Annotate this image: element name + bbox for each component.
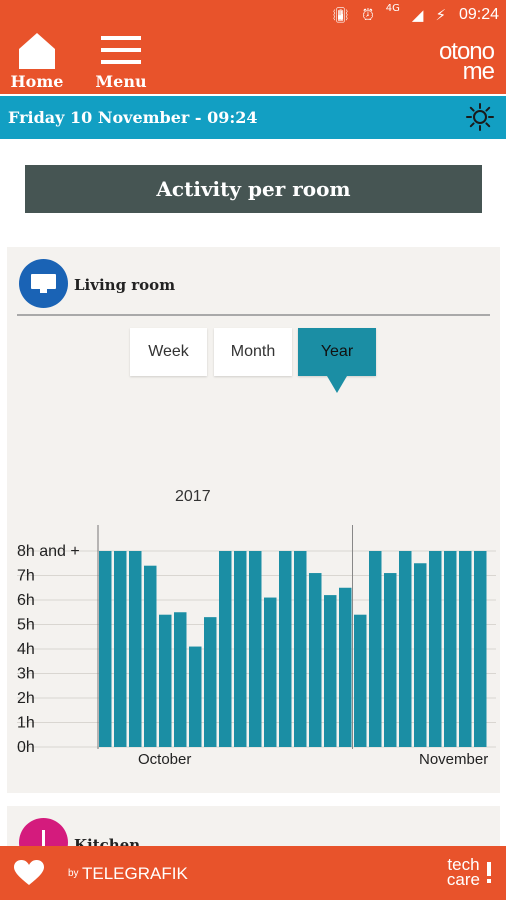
footer-by: by: [68, 868, 79, 879]
bar: [279, 551, 292, 747]
bar: [204, 617, 217, 747]
y-tick-label: 1h: [17, 715, 35, 732]
status-icons: 📳︎ ⏰︎ 4G ◢ ⚡︎: [331, 3, 446, 24]
bar: [99, 551, 112, 747]
home-label: Home: [10, 72, 64, 91]
bar: [264, 597, 277, 747]
bar: [354, 614, 367, 747]
room-card-living: Living room Week Month Year 2017 0h 1h 2h 3…: [7, 247, 500, 793]
page-title: Activity per room: [25, 165, 482, 213]
menu-button[interactable]: Menu: [94, 32, 148, 94]
bar: [219, 551, 232, 747]
bar: [324, 595, 337, 747]
bar: [339, 587, 352, 747]
x-month-label: November: [419, 751, 488, 768]
y-tick-label: 0h: [17, 739, 35, 756]
current-date: Friday 10 November - 09:24: [8, 108, 258, 127]
monitor-icon: [31, 274, 56, 293]
y-tick-label: 6h: [17, 592, 35, 609]
y-tick-label: 7h: [17, 568, 35, 585]
bar: [399, 551, 412, 747]
sun-icon[interactable]: [466, 103, 494, 131]
date-bar: Friday 10 November - 09:24: [0, 96, 506, 139]
brand-line1: otono: [438, 38, 495, 65]
network-indicator: 4G: [385, 3, 400, 14]
footer-company: TELEGRAFIK: [82, 864, 188, 883]
period-week-button[interactable]: Week: [130, 328, 207, 376]
bar: [444, 551, 457, 747]
y-tick-label: 2h: [17, 690, 35, 707]
bar: [294, 551, 307, 747]
chart-year-label: 2017: [175, 488, 211, 505]
bar: [384, 573, 397, 747]
bar: [174, 612, 187, 747]
brand-line2: me: [462, 58, 495, 85]
home-icon: [19, 33, 55, 69]
room-name-living: Living room: [74, 276, 176, 294]
period-month-button[interactable]: Month: [214, 328, 292, 376]
bar: [474, 551, 487, 747]
bar: [249, 551, 262, 747]
bar: [114, 551, 127, 747]
brand-logo: otono me: [438, 38, 495, 85]
signal-icon: ◢: [411, 6, 424, 24]
bar: [369, 551, 382, 747]
footer-product-line2: care: [446, 870, 480, 889]
selected-period-pointer: [327, 376, 347, 393]
room-icon-living: [19, 259, 68, 308]
y-tick-label: 3h: [17, 666, 35, 683]
bar: [309, 573, 322, 747]
bar: [459, 551, 472, 747]
home-button[interactable]: Home: [8, 32, 66, 94]
alarm-icon: ⏰︎: [362, 6, 374, 24]
bar: [429, 551, 442, 747]
hamburger-icon: [101, 36, 141, 64]
y-tick-label: 8h and +: [17, 543, 80, 560]
status-time: 09:24: [458, 6, 499, 23]
period-year-button[interactable]: Year: [298, 328, 376, 376]
room-divider: [17, 314, 490, 316]
vibrate-icon: 📳︎: [331, 6, 351, 24]
y-tick-label: 5h: [17, 617, 35, 634]
bar: [129, 551, 142, 747]
x-month-label: October: [138, 751, 191, 768]
bar: [414, 563, 427, 747]
status-bar: 📳︎ ⏰︎ 4G ◢ ⚡︎ 09:24: [0, 0, 506, 32]
footer-product-line1: tech: [447, 855, 480, 874]
bar: [144, 565, 157, 747]
exclamation-icon: [487, 862, 491, 883]
battery-charging-icon: ⚡︎: [435, 6, 446, 24]
heart-icon: [14, 860, 44, 885]
app-header: Home Menu otono me: [0, 32, 506, 94]
footer-bar: by TELEGRAFIK tech care: [0, 846, 506, 900]
activity-chart: 0h 1h 2h 3h 4h 5h 6h 7h 8h and + October November: [17, 525, 496, 768]
bar: [234, 551, 247, 747]
fork-icon: [42, 830, 45, 856]
y-tick-label: 4h: [17, 641, 35, 658]
bar: [189, 646, 202, 747]
bar: [159, 614, 172, 747]
menu-label: Menu: [95, 72, 147, 91]
footer-product-logo: tech care: [446, 855, 480, 889]
